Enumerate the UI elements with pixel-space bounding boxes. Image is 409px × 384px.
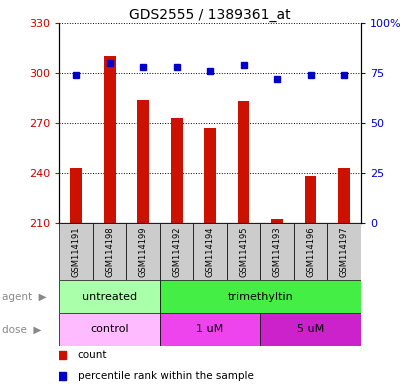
Text: GSM114196: GSM114196 bbox=[306, 226, 314, 277]
Text: control: control bbox=[90, 324, 129, 334]
Bar bbox=[226, 223, 260, 280]
Bar bbox=[260, 223, 293, 280]
Bar bbox=[160, 280, 360, 313]
Bar bbox=[160, 313, 260, 346]
Bar bbox=[103, 56, 115, 223]
Bar bbox=[160, 223, 193, 280]
Bar bbox=[293, 223, 326, 280]
Bar bbox=[237, 101, 249, 223]
Bar bbox=[271, 219, 282, 223]
Text: GSM114192: GSM114192 bbox=[172, 226, 181, 277]
Bar bbox=[337, 168, 349, 223]
Bar bbox=[326, 223, 360, 280]
Text: trimethyltin: trimethyltin bbox=[227, 291, 292, 302]
Text: 1 uM: 1 uM bbox=[196, 324, 223, 334]
Text: count: count bbox=[77, 350, 107, 360]
Text: GSM114198: GSM114198 bbox=[105, 226, 114, 277]
Bar bbox=[59, 313, 160, 346]
Text: dose  ▶: dose ▶ bbox=[2, 324, 41, 334]
Text: GSM114194: GSM114194 bbox=[205, 226, 214, 277]
Text: GSM114195: GSM114195 bbox=[238, 226, 247, 277]
Bar bbox=[260, 313, 360, 346]
Text: agent  ▶: agent ▶ bbox=[2, 291, 47, 302]
Bar bbox=[70, 168, 82, 223]
Title: GDS2555 / 1389361_at: GDS2555 / 1389361_at bbox=[129, 8, 290, 22]
Bar bbox=[59, 223, 93, 280]
Bar bbox=[193, 223, 226, 280]
Bar bbox=[204, 128, 216, 223]
Bar bbox=[59, 280, 160, 313]
Text: untreated: untreated bbox=[82, 291, 137, 302]
Bar bbox=[171, 118, 182, 223]
Text: 5 uM: 5 uM bbox=[296, 324, 324, 334]
Text: percentile rank within the sample: percentile rank within the sample bbox=[77, 371, 253, 381]
Bar bbox=[137, 99, 148, 223]
Text: GSM114199: GSM114199 bbox=[138, 226, 147, 277]
Bar bbox=[304, 176, 316, 223]
Bar bbox=[93, 223, 126, 280]
Text: GSM114197: GSM114197 bbox=[339, 226, 348, 277]
Text: GSM114193: GSM114193 bbox=[272, 226, 281, 277]
Text: GSM114191: GSM114191 bbox=[72, 226, 81, 277]
Bar bbox=[126, 223, 160, 280]
